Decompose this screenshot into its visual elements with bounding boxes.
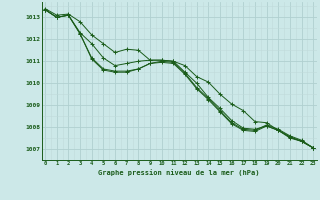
X-axis label: Graphe pression niveau de la mer (hPa): Graphe pression niveau de la mer (hPa): [99, 169, 260, 176]
